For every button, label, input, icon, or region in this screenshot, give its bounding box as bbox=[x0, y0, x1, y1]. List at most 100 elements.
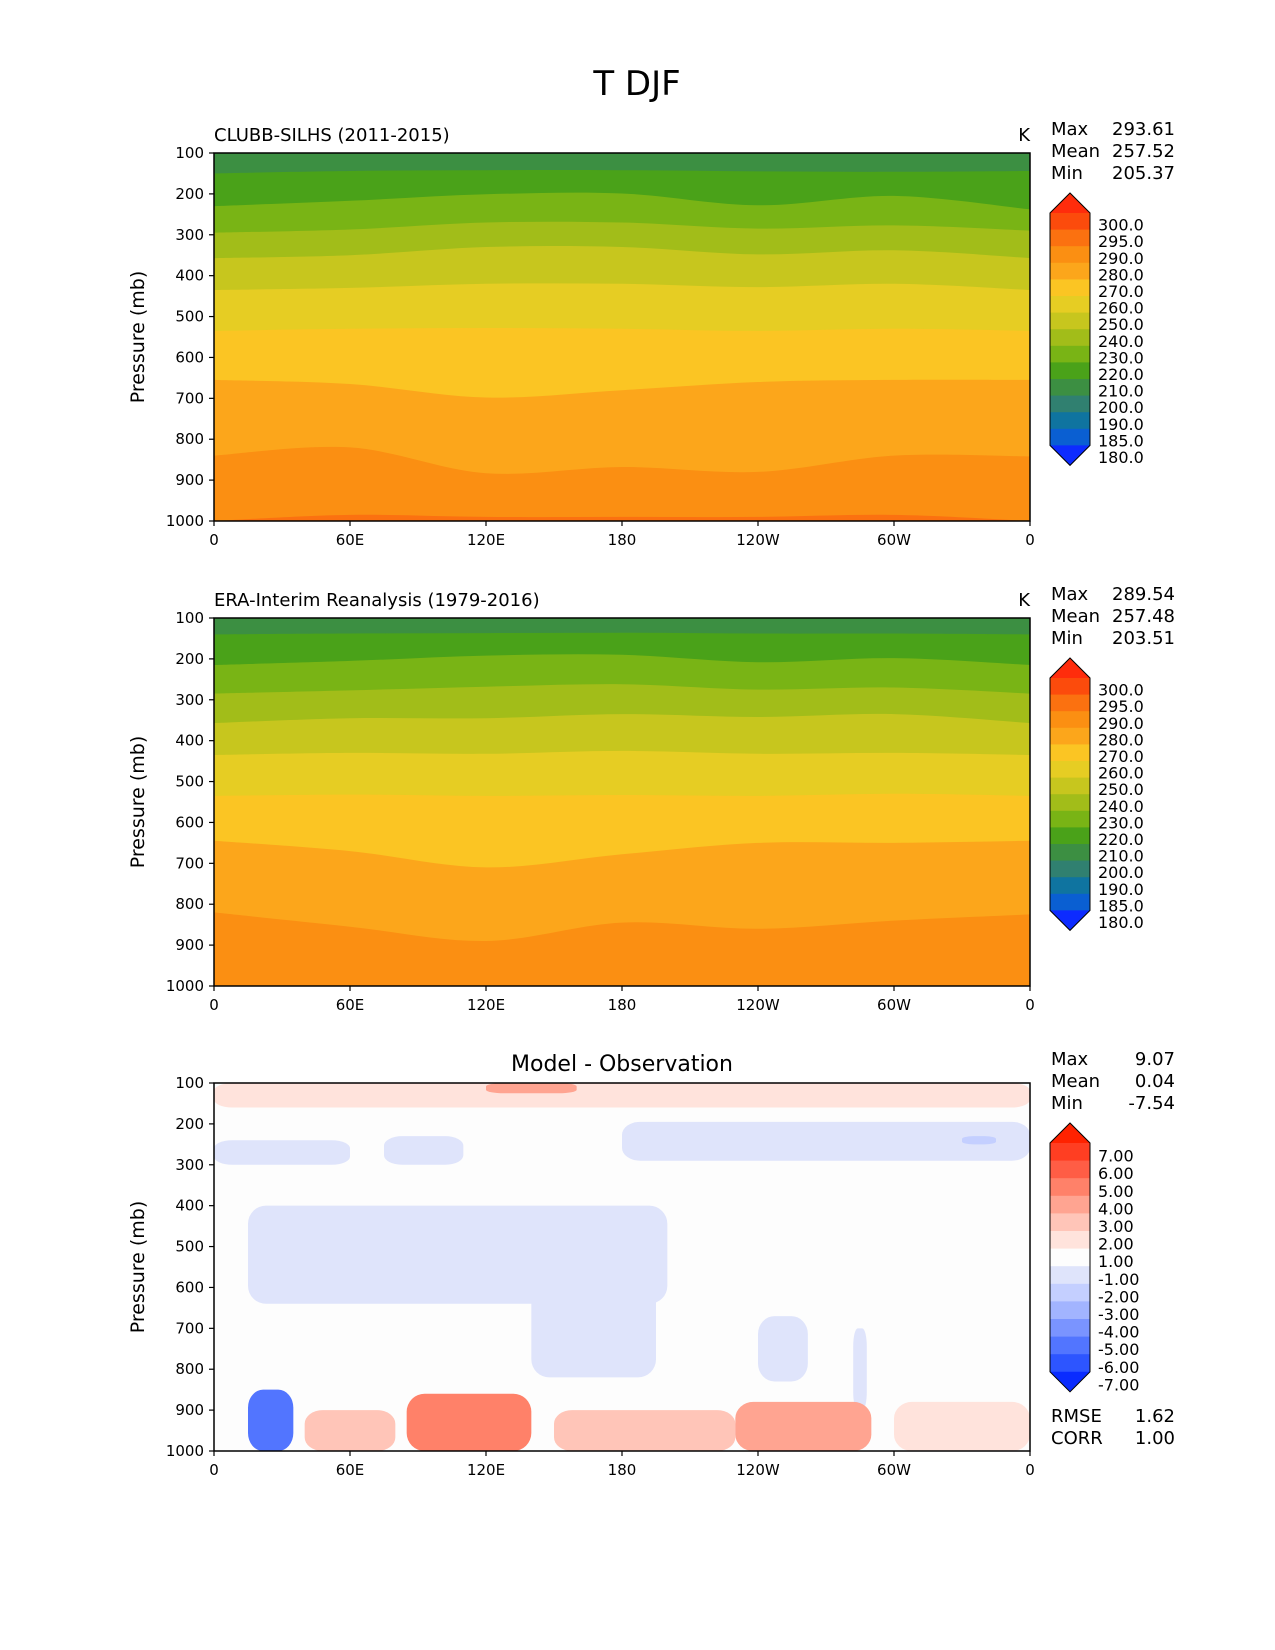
y-tick-label: 800 bbox=[175, 1360, 204, 1378]
stat-label-mean: Mean bbox=[1051, 141, 1100, 162]
y-tick-label: 300 bbox=[175, 226, 204, 244]
y-tick-label: 400 bbox=[175, 267, 204, 285]
x-tick-label: 60E bbox=[336, 531, 365, 549]
colorbar-outline bbox=[1049, 192, 1091, 467]
colorbar-level-label: 185.0 bbox=[1098, 431, 1144, 450]
colorbar-level-label: 250.0 bbox=[1098, 780, 1144, 799]
stat-label-mean: Mean bbox=[1051, 1071, 1100, 1092]
colorbar-level-label: 295.0 bbox=[1098, 697, 1144, 716]
panel-title: ERA-Interim Reanalysis (1979-2016) bbox=[214, 590, 540, 611]
colorbar-box bbox=[1050, 794, 1090, 812]
y-axis-label: Pressure (mb) bbox=[127, 736, 149, 869]
colorbar-level-label: 295.0 bbox=[1098, 232, 1144, 251]
plot-area bbox=[214, 618, 1030, 986]
y-axis-label: Pressure (mb) bbox=[127, 271, 149, 404]
stat-value-mean: 257.52 bbox=[1112, 141, 1175, 162]
colorbar-box bbox=[1050, 412, 1090, 430]
colorbar-box bbox=[1050, 1354, 1090, 1373]
colorbar-box bbox=[1050, 877, 1090, 895]
colorbar-level-label: -1.00 bbox=[1098, 1270, 1139, 1289]
colorbar-outline bbox=[1049, 657, 1091, 932]
panel-title: CLUBB-SILHS (2011-2015) bbox=[214, 125, 450, 146]
colorbar-box bbox=[1050, 1143, 1090, 1162]
colorbar-level-label: 290.0 bbox=[1098, 249, 1144, 268]
y-tick-label: 100 bbox=[175, 1074, 204, 1092]
colorbar: 300.0295.0290.0280.0270.0260.0250.0240.0… bbox=[1049, 192, 1144, 467]
colorbar-box bbox=[1050, 711, 1090, 729]
colorbar-box bbox=[1050, 893, 1090, 911]
x-tick-label: 180 bbox=[608, 531, 637, 549]
stat-value-corr: 1.00 bbox=[1135, 1428, 1175, 1449]
colorbar-level-label: 270.0 bbox=[1098, 282, 1144, 301]
colorbar-level-label: 2.00 bbox=[1098, 1235, 1134, 1254]
colorbar-box bbox=[1050, 1266, 1090, 1285]
colorbar-cap-bottom bbox=[1050, 445, 1090, 466]
colorbar-level-label: 240.0 bbox=[1098, 797, 1144, 816]
y-tick-label: 800 bbox=[175, 895, 204, 913]
colorbar-level-label: 200.0 bbox=[1098, 398, 1144, 417]
colorbar-cap-top bbox=[1050, 1123, 1090, 1143]
colorbar-level-label: 7.00 bbox=[1098, 1147, 1134, 1166]
colorbar-level-label: 200.0 bbox=[1098, 863, 1144, 882]
stat-label-max: Max bbox=[1051, 119, 1089, 140]
contour-band-290 bbox=[214, 514, 1030, 521]
stat-label-corr: CORR bbox=[1051, 1428, 1103, 1449]
y-tick-label: 600 bbox=[175, 348, 204, 366]
stat-value-max: 293.61 bbox=[1112, 119, 1175, 140]
colorbar-level-label: 280.0 bbox=[1098, 265, 1144, 284]
colorbar-box bbox=[1050, 1178, 1090, 1197]
colorbar-level-label: 1.00 bbox=[1098, 1252, 1134, 1271]
colorbar-box bbox=[1050, 1231, 1090, 1250]
stat-label-min: Min bbox=[1051, 1093, 1083, 1114]
y-tick-label: 700 bbox=[175, 854, 204, 872]
colorbar-box bbox=[1050, 1319, 1090, 1338]
colorbar-level-label: 300.0 bbox=[1098, 216, 1144, 235]
colorbar-cap-top bbox=[1050, 193, 1090, 213]
y-tick-label: 100 bbox=[175, 144, 204, 162]
colorbar-box bbox=[1050, 312, 1090, 330]
colorbar-level-label: 210.0 bbox=[1098, 382, 1144, 401]
colorbar-box bbox=[1050, 213, 1090, 231]
colorbar-box bbox=[1050, 844, 1090, 862]
x-tick-label: 120E bbox=[467, 996, 505, 1014]
anomaly-region-12 bbox=[406, 1393, 532, 1451]
colorbar-level-label: 280.0 bbox=[1098, 730, 1144, 749]
y-tick-label: 500 bbox=[175, 308, 204, 326]
colorbar-box bbox=[1050, 296, 1090, 314]
colorbar-level-label: -5.00 bbox=[1098, 1340, 1139, 1359]
x-tick-label: 0 bbox=[209, 996, 219, 1014]
colorbar-level-label: 190.0 bbox=[1098, 415, 1144, 434]
stat-label-max: Max bbox=[1051, 584, 1089, 605]
colorbar-level-label: 190.0 bbox=[1098, 880, 1144, 899]
colorbar-box bbox=[1050, 428, 1090, 446]
stat-value-min: 205.37 bbox=[1112, 163, 1175, 184]
panel-title: Model - Observation bbox=[511, 1052, 733, 1077]
anomaly-region-10 bbox=[248, 1389, 294, 1451]
colorbar-box bbox=[1050, 1283, 1090, 1302]
stat-label-mean: Mean bbox=[1051, 606, 1100, 627]
colorbar-box bbox=[1050, 761, 1090, 779]
y-tick-label: 400 bbox=[175, 732, 204, 750]
colorbar-level-label: 260.0 bbox=[1098, 764, 1144, 783]
panel-clubb-silhs: 100 200 300 400 500 600 700 800 900 1000 0 60E 120E 1… bbox=[127, 119, 1175, 549]
colorbar-level-label: 270.0 bbox=[1098, 747, 1144, 766]
anomaly-region-3 bbox=[384, 1136, 464, 1165]
y-tick-label: 800 bbox=[175, 430, 204, 448]
colorbar-box bbox=[1050, 744, 1090, 762]
stat-value-max: 289.54 bbox=[1112, 584, 1175, 605]
plot-area bbox=[214, 153, 1030, 521]
colorbar-box bbox=[1050, 362, 1090, 380]
anomaly-region-11 bbox=[304, 1410, 396, 1451]
x-tick-label: 60W bbox=[877, 996, 911, 1014]
anomaly-region-1 bbox=[486, 1083, 577, 1094]
x-tick-label: 120W bbox=[736, 1461, 780, 1479]
x-tick-label: 120W bbox=[736, 996, 780, 1014]
colorbar-box bbox=[1050, 1213, 1090, 1232]
colorbar-level-label: 185.0 bbox=[1098, 896, 1144, 915]
y-tick-label: 400 bbox=[175, 1197, 204, 1215]
y-tick-label: 1000 bbox=[166, 1442, 204, 1460]
x-tick-label: 0 bbox=[1025, 531, 1035, 549]
x-tick-label: 60W bbox=[877, 1461, 911, 1479]
colorbar-level-label: 6.00 bbox=[1098, 1164, 1134, 1183]
